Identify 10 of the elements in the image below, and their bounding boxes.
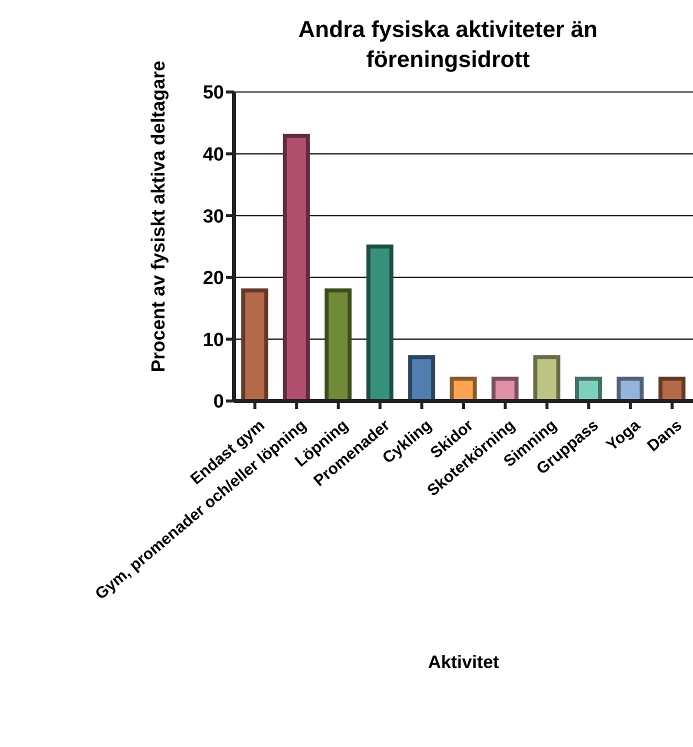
y-tick-label: 0	[213, 392, 224, 413]
y-tick-label: 40	[202, 144, 224, 166]
y-tick-label: 50	[202, 82, 224, 104]
y-tick-label: 10	[202, 330, 224, 351]
y-tick-label: 20	[202, 268, 224, 290]
chart-title: Andra fysiska aktiviteter än föreningsidrott	[298, 15, 598, 74]
x-tick-label: Yoga	[604, 416, 644, 454]
y-tick-label: 30	[202, 206, 224, 228]
y-axis-title: Procent av fysiskt aktiva deltagare	[148, 60, 170, 372]
x-axis-title: Aktivitet	[428, 652, 500, 672]
